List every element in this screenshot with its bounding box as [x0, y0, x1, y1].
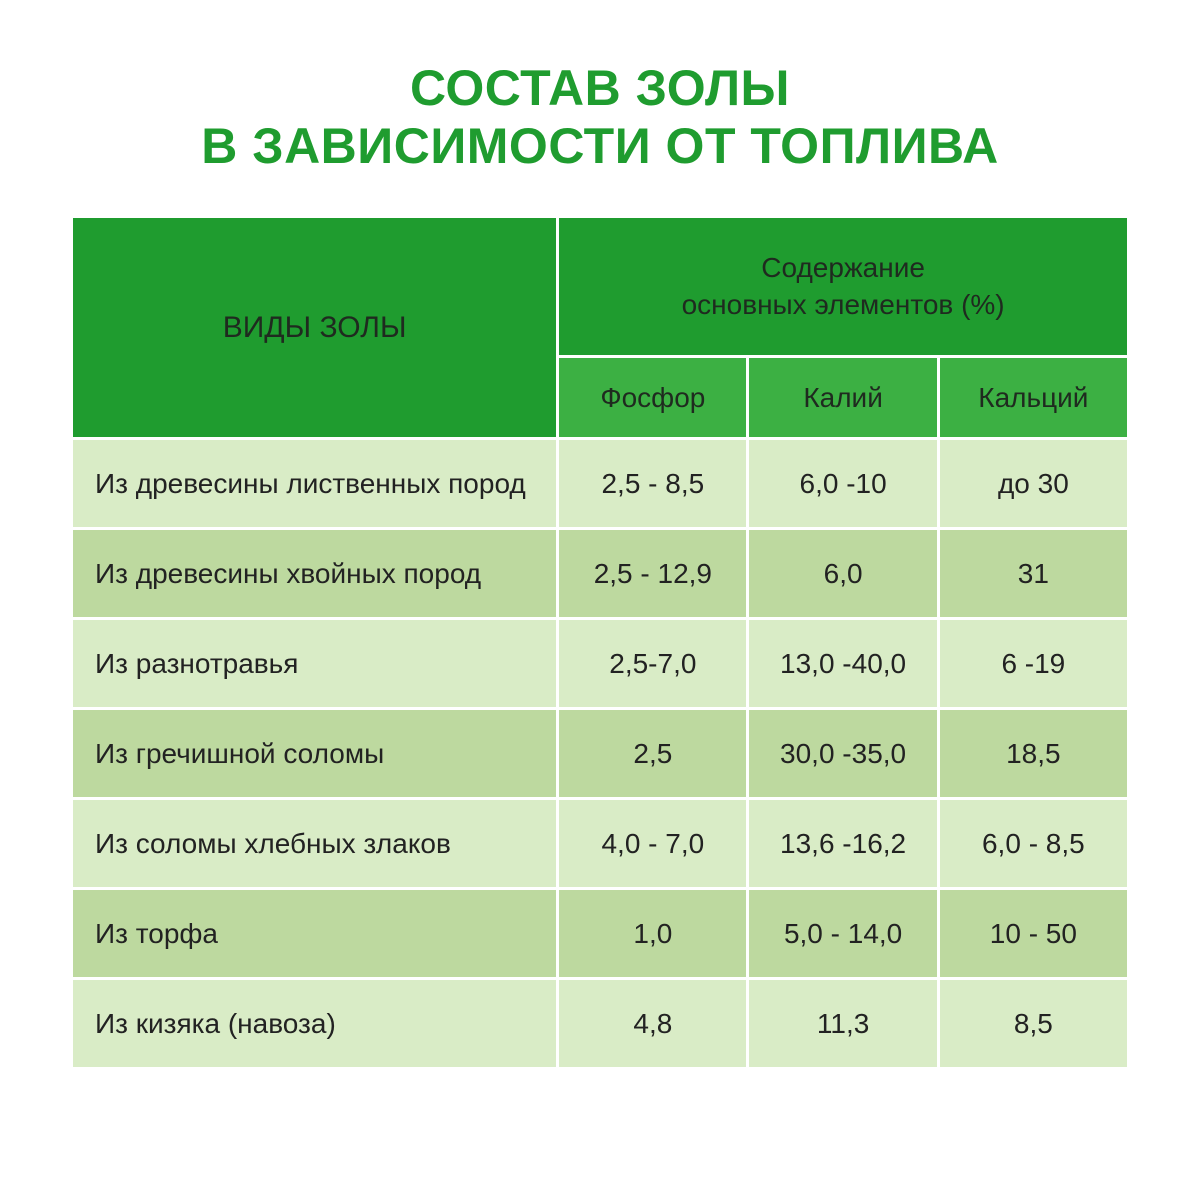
row-calcium: 6 -19 [938, 619, 1128, 709]
header-phosphorus: Фосфор [558, 357, 748, 439]
page-title: СОСТАВ ЗОЛЫ В ЗАВИСИМОСТИ ОТ ТОПЛИВА [70, 60, 1130, 175]
row-phosphorus: 2,5 - 8,5 [558, 439, 748, 529]
row-name: Из гречишной соломы [72, 709, 558, 799]
row-name: Из древесины лиственных пород [72, 439, 558, 529]
table-row: Из гречишной соломы 2,5 30,0 -35,0 18,5 [72, 709, 1129, 799]
header-potassium: Калий [748, 357, 938, 439]
row-phosphorus: 4,8 [558, 979, 748, 1069]
row-calcium: 8,5 [938, 979, 1128, 1069]
row-phosphorus: 2,5-7,0 [558, 619, 748, 709]
row-calcium: 31 [938, 529, 1128, 619]
table-row: Из древесины лиственных пород 2,5 - 8,5 … [72, 439, 1129, 529]
row-phosphorus: 2,5 [558, 709, 748, 799]
row-potassium: 6,0 -10 [748, 439, 938, 529]
row-calcium: 6,0 - 8,5 [938, 799, 1128, 889]
row-potassium: 11,3 [748, 979, 938, 1069]
row-name: Из древесины хвойных пород [72, 529, 558, 619]
row-potassium: 5,0 - 14,0 [748, 889, 938, 979]
header-types: ВИДЫ ЗОЛЫ [72, 217, 558, 439]
row-phosphorus: 1,0 [558, 889, 748, 979]
table-row: Из разнотравья 2,5-7,0 13,0 -40,0 6 -19 [72, 619, 1129, 709]
row-potassium: 30,0 -35,0 [748, 709, 938, 799]
row-potassium: 6,0 [748, 529, 938, 619]
header-elements-group: Содержание основных элементов (%) [558, 217, 1129, 357]
row-calcium: до 30 [938, 439, 1128, 529]
row-name: Из торфа [72, 889, 558, 979]
title-line-2: В ЗАВИСИМОСТИ ОТ ТОПЛИВА [70, 118, 1130, 176]
table-row: Из соломы хлебных злаков 4,0 - 7,0 13,6 … [72, 799, 1129, 889]
table-body: Из древесины лиственных пород 2,5 - 8,5 … [72, 439, 1129, 1069]
table-row: Из кизяка (навоза) 4,8 11,3 8,5 [72, 979, 1129, 1069]
header-calcium: Кальций [938, 357, 1128, 439]
header-group-line-1: Содержание [761, 252, 925, 283]
table-row: Из древесины хвойных пород 2,5 - 12,9 6,… [72, 529, 1129, 619]
row-calcium: 10 - 50 [938, 889, 1128, 979]
table-row: Из торфа 1,0 5,0 - 14,0 10 - 50 [72, 889, 1129, 979]
row-name: Из кизяка (навоза) [72, 979, 558, 1069]
row-name: Из разнотравья [72, 619, 558, 709]
row-potassium: 13,0 -40,0 [748, 619, 938, 709]
row-calcium: 18,5 [938, 709, 1128, 799]
ash-composition-table: ВИДЫ ЗОЛЫ Содержание основных элементов … [70, 215, 1130, 1070]
title-line-1: СОСТАВ ЗОЛЫ [70, 60, 1130, 118]
row-phosphorus: 2,5 - 12,9 [558, 529, 748, 619]
row-name: Из соломы хлебных злаков [72, 799, 558, 889]
table-header-row-1: ВИДЫ ЗОЛЫ Содержание основных элементов … [72, 217, 1129, 357]
row-potassium: 13,6 -16,2 [748, 799, 938, 889]
row-phosphorus: 4,0 - 7,0 [558, 799, 748, 889]
header-group-line-2: основных элементов (%) [682, 289, 1005, 320]
